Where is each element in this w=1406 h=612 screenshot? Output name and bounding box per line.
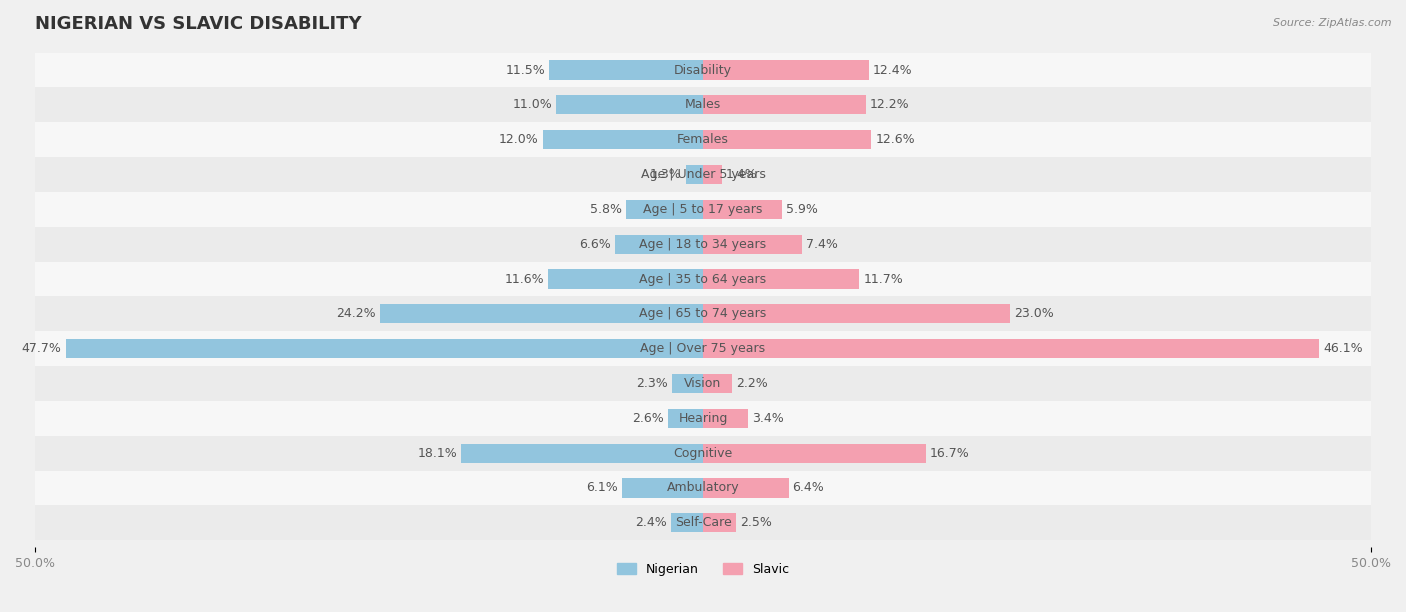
Text: Vision: Vision xyxy=(685,377,721,390)
Text: 1.3%: 1.3% xyxy=(650,168,682,181)
Text: 46.1%: 46.1% xyxy=(1323,342,1362,355)
Text: 18.1%: 18.1% xyxy=(418,447,457,460)
Text: Males: Males xyxy=(685,99,721,111)
Bar xyxy=(35,192,1371,227)
Bar xyxy=(35,157,1371,192)
Text: Age | Over 75 years: Age | Over 75 years xyxy=(641,342,765,355)
Bar xyxy=(703,339,1319,358)
Bar xyxy=(703,200,782,219)
Text: Age | 18 to 34 years: Age | 18 to 34 years xyxy=(640,237,766,251)
Text: 12.2%: 12.2% xyxy=(870,99,910,111)
Text: 6.1%: 6.1% xyxy=(586,482,617,494)
Bar xyxy=(703,409,748,428)
Bar xyxy=(703,234,801,254)
Bar xyxy=(35,53,1371,88)
Bar xyxy=(703,130,872,149)
Text: 5.9%: 5.9% xyxy=(786,203,818,216)
Bar xyxy=(671,513,703,532)
Text: Age | 65 to 74 years: Age | 65 to 74 years xyxy=(640,307,766,320)
Bar xyxy=(550,61,703,80)
Text: Age | 35 to 64 years: Age | 35 to 64 years xyxy=(640,272,766,286)
Bar xyxy=(703,269,859,289)
Bar xyxy=(461,444,703,463)
Text: Source: ZipAtlas.com: Source: ZipAtlas.com xyxy=(1274,18,1392,28)
Bar xyxy=(703,304,1011,323)
Text: 2.6%: 2.6% xyxy=(633,412,664,425)
Text: 2.5%: 2.5% xyxy=(741,517,772,529)
Text: 47.7%: 47.7% xyxy=(22,342,62,355)
Text: 12.4%: 12.4% xyxy=(873,64,912,76)
Bar xyxy=(548,269,703,289)
Text: Ambulatory: Ambulatory xyxy=(666,482,740,494)
Text: 6.6%: 6.6% xyxy=(579,237,610,251)
Bar xyxy=(621,479,703,498)
Bar xyxy=(703,165,721,184)
Legend: Nigerian, Slavic: Nigerian, Slavic xyxy=(612,558,794,581)
Text: Age | 5 to 17 years: Age | 5 to 17 years xyxy=(644,203,762,216)
Text: 2.3%: 2.3% xyxy=(637,377,668,390)
Text: 2.2%: 2.2% xyxy=(737,377,768,390)
Bar xyxy=(35,506,1371,540)
Bar xyxy=(703,95,866,114)
Bar xyxy=(35,122,1371,157)
Bar xyxy=(35,88,1371,122)
Bar xyxy=(35,331,1371,366)
Text: 11.6%: 11.6% xyxy=(505,272,544,286)
Text: Disability: Disability xyxy=(673,64,733,76)
Bar xyxy=(614,234,703,254)
Text: Females: Females xyxy=(678,133,728,146)
Bar xyxy=(35,261,1371,296)
Bar xyxy=(703,374,733,393)
Text: 16.7%: 16.7% xyxy=(931,447,970,460)
Text: Cognitive: Cognitive xyxy=(673,447,733,460)
Text: 2.4%: 2.4% xyxy=(636,517,666,529)
Bar xyxy=(35,366,1371,401)
Text: 6.4%: 6.4% xyxy=(793,482,824,494)
Bar xyxy=(35,436,1371,471)
Text: 24.2%: 24.2% xyxy=(336,307,375,320)
Text: Self-Care: Self-Care xyxy=(675,517,731,529)
Bar xyxy=(626,200,703,219)
Bar xyxy=(35,471,1371,506)
Bar xyxy=(35,401,1371,436)
Bar xyxy=(380,304,703,323)
Bar xyxy=(35,227,1371,261)
Text: 23.0%: 23.0% xyxy=(1014,307,1054,320)
Text: 12.6%: 12.6% xyxy=(876,133,915,146)
Bar xyxy=(672,374,703,393)
Text: 3.4%: 3.4% xyxy=(752,412,785,425)
Text: 7.4%: 7.4% xyxy=(806,237,838,251)
Bar xyxy=(703,444,927,463)
Bar xyxy=(35,296,1371,331)
Bar xyxy=(543,130,703,149)
Text: 11.0%: 11.0% xyxy=(512,99,553,111)
Bar xyxy=(686,165,703,184)
Text: 11.7%: 11.7% xyxy=(863,272,903,286)
Text: 5.8%: 5.8% xyxy=(589,203,621,216)
Text: Age | Under 5 years: Age | Under 5 years xyxy=(641,168,765,181)
Bar xyxy=(66,339,703,358)
Text: 11.5%: 11.5% xyxy=(506,64,546,76)
Bar xyxy=(555,95,703,114)
Bar xyxy=(668,409,703,428)
Bar xyxy=(703,513,737,532)
Bar xyxy=(703,61,869,80)
Bar xyxy=(703,479,789,498)
Text: 1.4%: 1.4% xyxy=(725,168,758,181)
Text: NIGERIAN VS SLAVIC DISABILITY: NIGERIAN VS SLAVIC DISABILITY xyxy=(35,15,361,33)
Text: 12.0%: 12.0% xyxy=(499,133,538,146)
Text: Hearing: Hearing xyxy=(678,412,728,425)
